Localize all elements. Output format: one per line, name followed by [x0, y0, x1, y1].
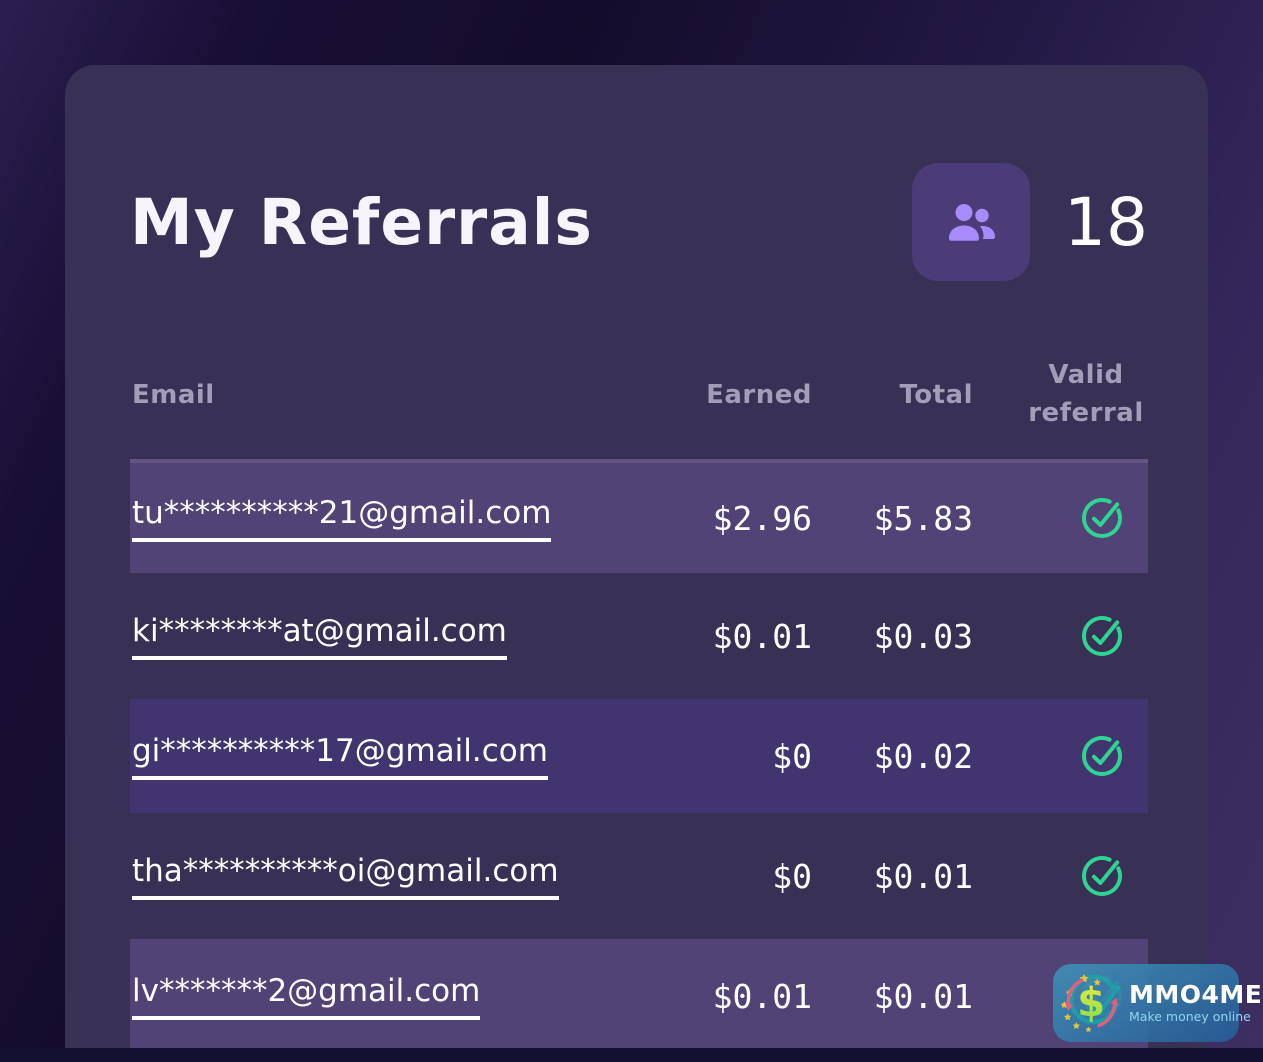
referral-total: $5.83 — [873, 498, 973, 538]
check-circle-icon — [1082, 616, 1122, 656]
page-title: My Referrals — [130, 185, 593, 259]
referral-total: $0.02 — [873, 736, 973, 776]
referral-email-cell: ki********at@gmail.com — [130, 613, 507, 660]
referral-total: $0.01 — [873, 976, 973, 1016]
table-row[interactable]: tha**********oi@gmail.com $0 $0.01 — [130, 819, 1148, 933]
valid-referral-cell — [1078, 494, 1126, 542]
logo-name: MMO4ME — [1129, 980, 1263, 1010]
referral-earned: $0 — [772, 856, 812, 896]
referral-earned: $0 — [772, 736, 812, 776]
referral-email-cell: gi**********17@gmail.com — [130, 733, 548, 780]
referral-email-cell: lv*******2@gmail.com — [130, 973, 481, 1020]
referral-email-cell: tha**********oi@gmail.com — [130, 853, 559, 900]
referral-total: $0.01 — [873, 856, 973, 896]
check-circle-icon — [1082, 498, 1122, 538]
referral-email[interactable]: tha**********oi@gmail.com — [132, 853, 559, 900]
check-circle-icon — [1082, 736, 1122, 776]
table-row[interactable]: lv*******2@gmail.com $0.01 $0.01 — [130, 939, 1148, 1053]
valid-referral-cell — [1078, 732, 1126, 780]
check-circle-icon — [1082, 856, 1122, 896]
logo-text: MMO4ME Make money online — [1129, 981, 1262, 1024]
referrals-table-body: tu**********21@gmail.com $2.96 $5.83 ki*… — [130, 459, 1148, 1053]
card-header: My Referrals 18 — [130, 163, 1148, 281]
referral-email[interactable]: tu**********21@gmail.com — [132, 495, 552, 542]
referral-email[interactable]: ki********at@gmail.com — [132, 613, 507, 660]
table-header-row: Email Earned Total Valid referral — [130, 345, 1148, 445]
referrals-card: My Referrals 18 Email Earned Total Valid… — [65, 65, 1208, 1062]
referral-count-badge — [912, 163, 1031, 281]
referral-email-cell: tu**********21@gmail.com — [130, 495, 552, 542]
column-header-earned: Earned — [706, 380, 812, 410]
bottom-bar — [0, 1048, 1263, 1062]
dollar-stars-emblem: $ — [1060, 973, 1121, 1033]
users-icon — [949, 204, 996, 241]
mmo4me-logo: $ MMO4ME Make money online — [1053, 964, 1262, 1042]
referral-earned: $0.01 — [712, 616, 812, 656]
table-row[interactable]: gi**********17@gmail.com $0 $0.02 — [130, 699, 1148, 813]
valid-referral-cell — [1078, 612, 1126, 660]
referral-email[interactable]: lv*******2@gmail.com — [132, 973, 481, 1020]
table-row[interactable]: ki********at@gmail.com $0.01 $0.03 — [130, 579, 1148, 693]
referral-email[interactable]: gi**********17@gmail.com — [132, 733, 548, 780]
logo-tagline: Make money online — [1129, 1009, 1251, 1025]
table-row[interactable]: tu**********21@gmail.com $2.96 $5.83 — [130, 459, 1148, 573]
referral-total: $0.03 — [873, 616, 973, 656]
referral-count: 18 — [1064, 183, 1148, 261]
column-header-valid-referral: Valid referral — [1028, 360, 1144, 428]
valid-referral-cell — [1078, 852, 1126, 900]
column-header-total: Total — [899, 380, 973, 410]
referral-earned: $2.96 — [712, 498, 812, 538]
referral-earned: $0.01 — [712, 976, 812, 1016]
referral-count-group: 18 — [912, 163, 1148, 281]
svg-text:$: $ — [1077, 980, 1105, 1026]
column-header-email: Email — [132, 380, 215, 410]
